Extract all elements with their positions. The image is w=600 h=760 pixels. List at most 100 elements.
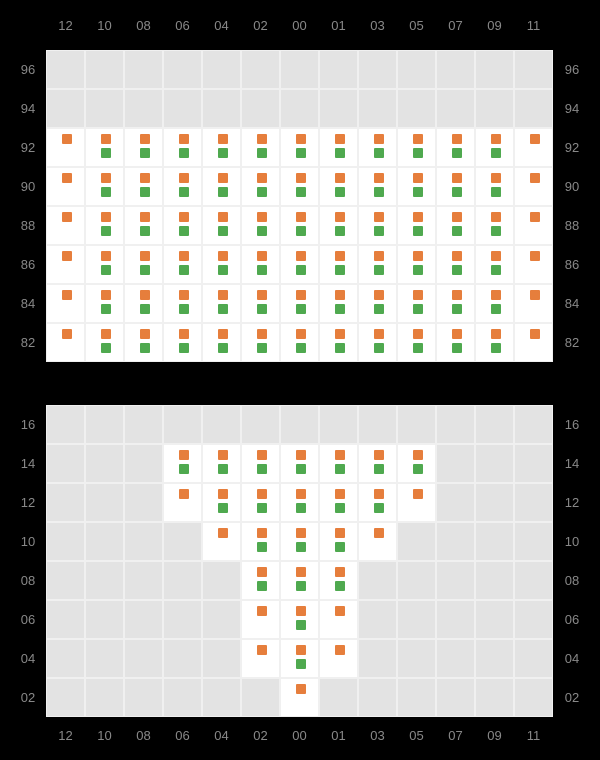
marker-green bbox=[296, 226, 306, 236]
marker-orange bbox=[62, 212, 72, 222]
marker-orange bbox=[101, 290, 111, 300]
cell bbox=[358, 323, 397, 362]
marker-green bbox=[335, 503, 345, 513]
marker-orange bbox=[257, 645, 267, 655]
marker-green bbox=[101, 343, 111, 353]
marker-green bbox=[413, 187, 423, 197]
col-label: 02 bbox=[241, 18, 281, 33]
col-label: 04 bbox=[202, 728, 242, 743]
cell bbox=[202, 483, 241, 522]
cell bbox=[514, 50, 553, 89]
marker-green bbox=[335, 226, 345, 236]
cell bbox=[475, 128, 514, 167]
cell bbox=[280, 50, 319, 89]
marker-green bbox=[296, 503, 306, 513]
marker-green bbox=[257, 503, 267, 513]
marker-orange bbox=[218, 251, 228, 261]
marker-orange bbox=[452, 212, 462, 222]
row-label-left: 94 bbox=[14, 101, 42, 116]
marker-orange bbox=[62, 290, 72, 300]
marker-orange bbox=[140, 134, 150, 144]
marker-orange bbox=[335, 645, 345, 655]
cell bbox=[124, 522, 163, 561]
cell bbox=[280, 405, 319, 444]
marker-green bbox=[179, 148, 189, 158]
cell bbox=[397, 561, 436, 600]
cell bbox=[436, 284, 475, 323]
marker-orange bbox=[179, 173, 189, 183]
cell bbox=[85, 50, 124, 89]
cell bbox=[202, 522, 241, 561]
marker-orange bbox=[374, 450, 384, 460]
cell bbox=[202, 444, 241, 483]
cell bbox=[46, 245, 85, 284]
row-label-left: 10 bbox=[14, 534, 42, 549]
row-label-left: 90 bbox=[14, 179, 42, 194]
marker-green bbox=[335, 265, 345, 275]
row-label-right: 16 bbox=[558, 417, 586, 432]
cell bbox=[202, 206, 241, 245]
marker-green bbox=[179, 304, 189, 314]
cell bbox=[163, 561, 202, 600]
row-label-right: 06 bbox=[558, 612, 586, 627]
cell bbox=[85, 206, 124, 245]
marker-orange bbox=[101, 251, 111, 261]
marker-orange bbox=[257, 489, 267, 499]
marker-green bbox=[296, 620, 306, 630]
cell bbox=[85, 678, 124, 717]
row-label-left: 86 bbox=[14, 257, 42, 272]
marker-orange bbox=[257, 251, 267, 261]
row-label-right: 10 bbox=[558, 534, 586, 549]
marker-orange bbox=[257, 606, 267, 616]
cell bbox=[475, 50, 514, 89]
cell bbox=[241, 639, 280, 678]
col-label: 01 bbox=[319, 728, 359, 743]
cell bbox=[397, 89, 436, 128]
marker-orange bbox=[335, 329, 345, 339]
marker-orange bbox=[452, 134, 462, 144]
cell bbox=[358, 444, 397, 483]
marker-orange bbox=[257, 329, 267, 339]
marker-green bbox=[296, 542, 306, 552]
cell bbox=[280, 561, 319, 600]
marker-orange bbox=[101, 134, 111, 144]
grid-bottom bbox=[46, 405, 553, 717]
cell bbox=[85, 444, 124, 483]
row-label-right: 96 bbox=[558, 62, 586, 77]
cell bbox=[85, 128, 124, 167]
cell bbox=[280, 167, 319, 206]
marker-green bbox=[218, 503, 228, 513]
cell bbox=[46, 483, 85, 522]
row-label-right: 02 bbox=[558, 690, 586, 705]
col-label: 03 bbox=[358, 18, 398, 33]
cell bbox=[358, 405, 397, 444]
marker-orange bbox=[140, 290, 150, 300]
cell bbox=[280, 206, 319, 245]
marker-green bbox=[296, 464, 306, 474]
marker-green bbox=[179, 187, 189, 197]
cell bbox=[241, 206, 280, 245]
marker-orange bbox=[257, 212, 267, 222]
cell bbox=[358, 284, 397, 323]
cell bbox=[202, 405, 241, 444]
marker-orange bbox=[101, 212, 111, 222]
cell bbox=[202, 323, 241, 362]
marker-green bbox=[140, 226, 150, 236]
cell bbox=[46, 561, 85, 600]
cell bbox=[319, 167, 358, 206]
marker-green bbox=[257, 542, 267, 552]
marker-orange bbox=[413, 134, 423, 144]
marker-orange bbox=[530, 134, 540, 144]
cell bbox=[241, 405, 280, 444]
marker-orange bbox=[296, 528, 306, 538]
marker-orange bbox=[296, 173, 306, 183]
cell bbox=[436, 600, 475, 639]
marker-green bbox=[413, 464, 423, 474]
marker-orange bbox=[491, 212, 501, 222]
col-label: 10 bbox=[85, 728, 125, 743]
cell bbox=[241, 89, 280, 128]
cell bbox=[514, 206, 553, 245]
cell bbox=[475, 89, 514, 128]
cell bbox=[46, 678, 85, 717]
cell bbox=[475, 600, 514, 639]
